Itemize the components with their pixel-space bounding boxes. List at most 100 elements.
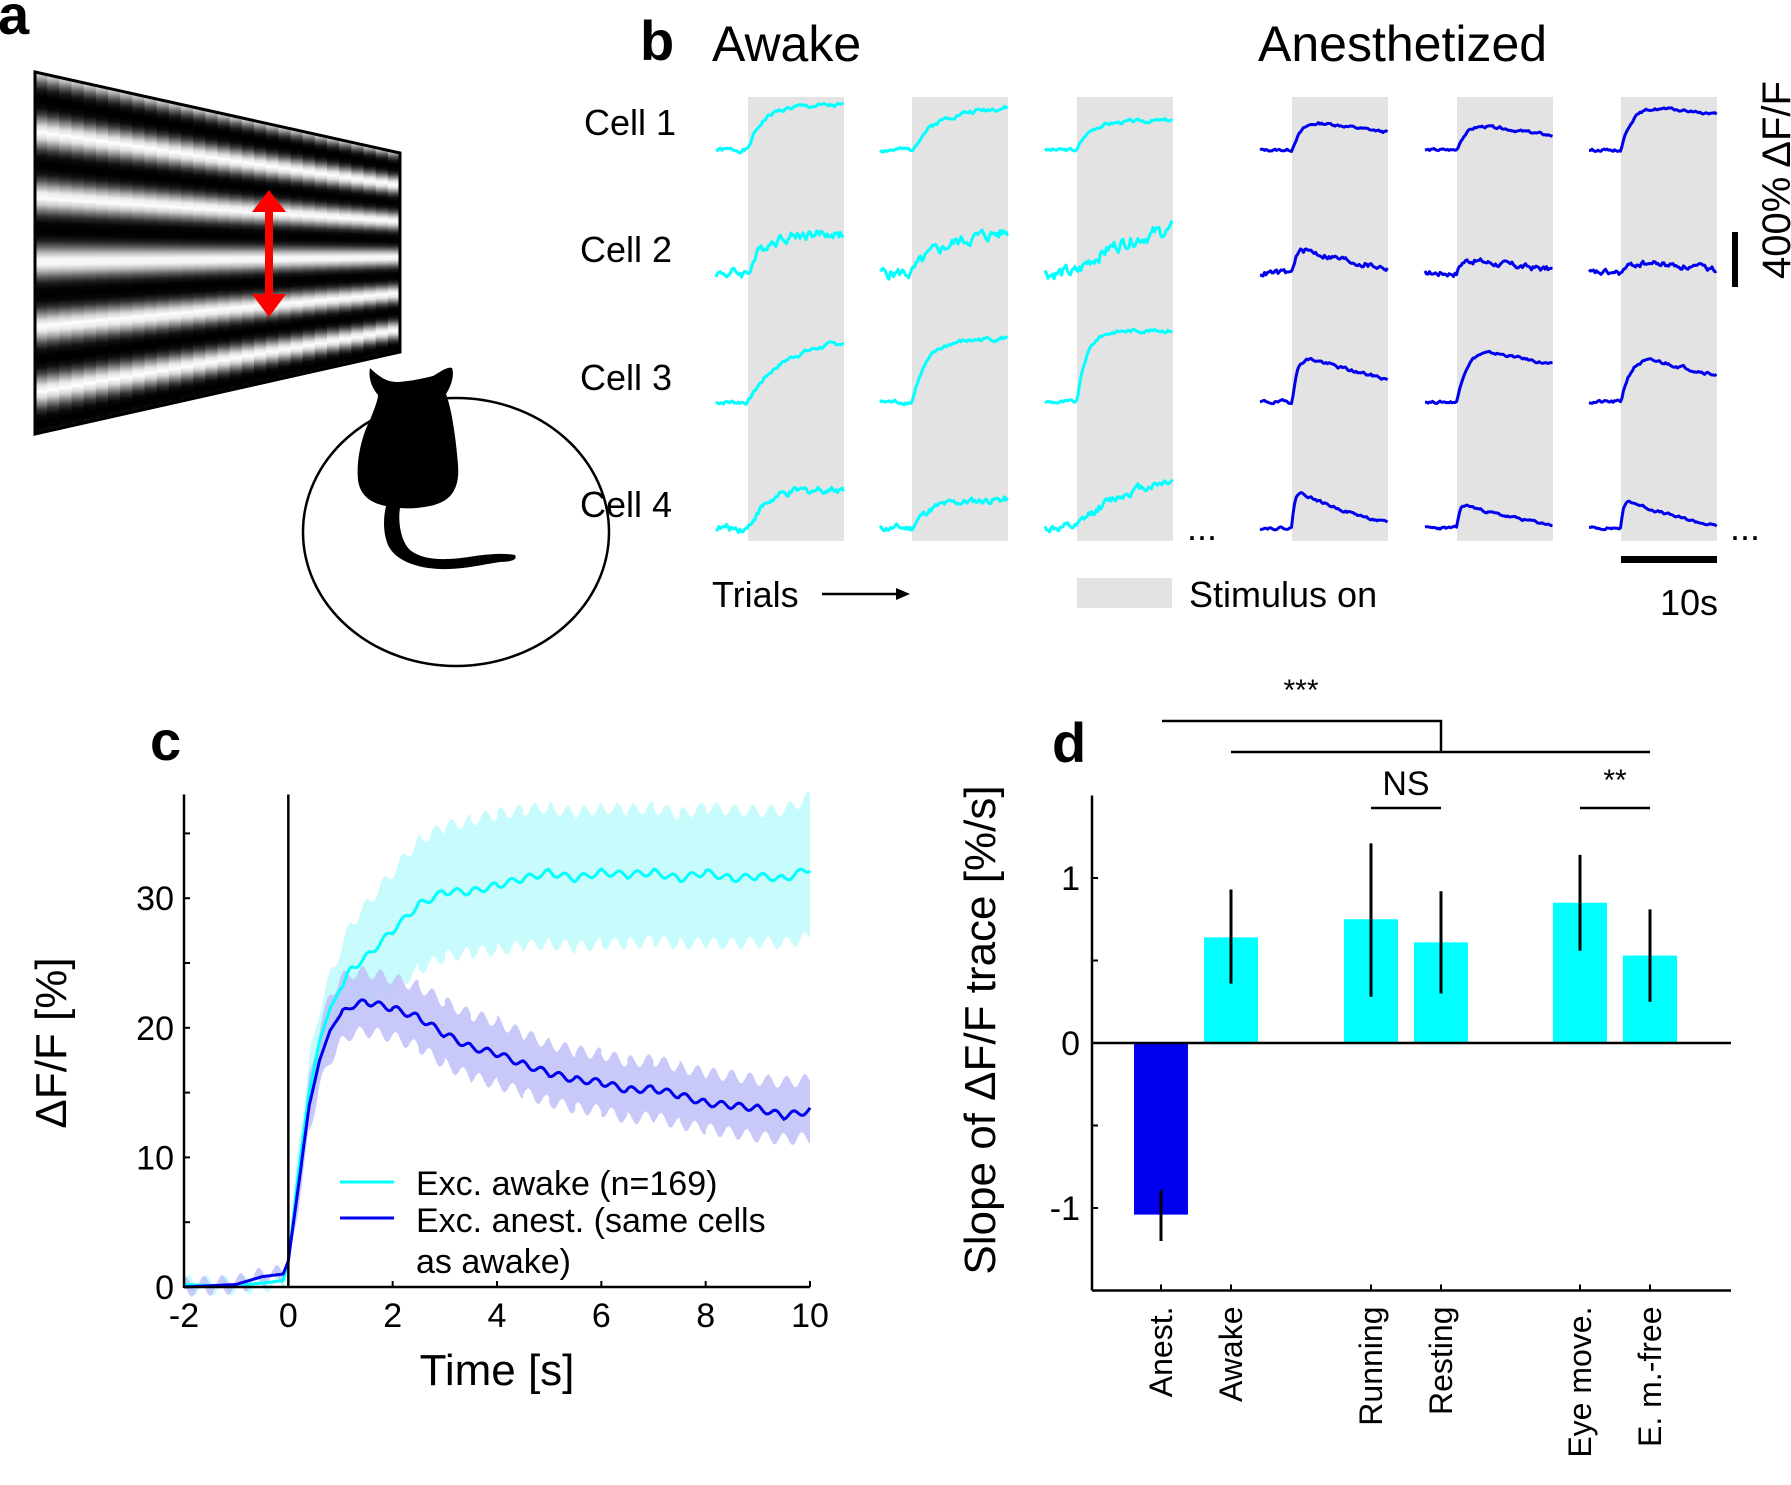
- ellipsis-awake: ...: [1187, 507, 1217, 548]
- trace-anest: [1588, 106, 1718, 153]
- trace-anest: [1424, 124, 1554, 152]
- x-tick-label: Eye move.: [1562, 1307, 1598, 1458]
- amplitude-scale-bar: [1732, 232, 1738, 287]
- significance-label: ***: [1283, 674, 1318, 707]
- trace-awake: [1043, 117, 1173, 153]
- significance-label: **: [1603, 764, 1627, 797]
- legend-label: Exc. awake (n=169): [416, 1165, 717, 1203]
- significance-annotations: *** NS **: [1162, 674, 1650, 810]
- stimulus-legend-label: Stimulus on: [1189, 574, 1377, 615]
- motion-direction-arrow-icon: [252, 190, 286, 317]
- trace-anest: [1589, 499, 1718, 532]
- stimulus-period: [1292, 97, 1388, 541]
- panel-a: a: [0, 0, 611, 668]
- trace-awake: [878, 495, 1009, 533]
- mouse-silhouette-icon: [357, 367, 516, 570]
- x-tick-label: 6: [592, 1297, 611, 1335]
- trace-anest: [1259, 121, 1389, 153]
- y-axis-label-c: ΔF/F [%]: [27, 957, 76, 1128]
- heading-awake: Awake: [712, 16, 861, 72]
- cell-label: Cell 1: [584, 102, 676, 143]
- trace-awake: [714, 340, 845, 406]
- x-axis-label-c: Time [s]: [420, 1346, 575, 1395]
- x-tick-label: 2: [383, 1297, 402, 1335]
- stimulus-legend-swatch: [1077, 578, 1172, 608]
- panel-d: d -1 0 1 Anest. Awake Running Resting Eye move.…: [956, 674, 1731, 1458]
- treadmill-ball-icon: [301, 396, 611, 668]
- y-tick-label: 0: [155, 1269, 174, 1307]
- legend-label: as awake): [416, 1243, 571, 1281]
- legend-label: Exc. anest. (same cells: [416, 1202, 766, 1240]
- trace-anest: [1425, 349, 1553, 405]
- trace-anest: [1259, 247, 1389, 278]
- trace-anest: [1423, 257, 1553, 278]
- y-axis-label-d: Slope of ΔF/F trace [%/s]: [956, 785, 1005, 1274]
- trace-anest: [1588, 357, 1718, 405]
- cell-label: Cell 4: [580, 484, 672, 525]
- x-tick-label: 0: [279, 1297, 298, 1335]
- y-tick-label: 0: [1061, 1025, 1080, 1063]
- cell-label: Cell 3: [580, 357, 672, 398]
- panel-label-a: a: [0, 0, 30, 46]
- trials-arrow-icon: [822, 588, 910, 600]
- stimulus-period: [912, 97, 1008, 541]
- trace-awake: [1044, 327, 1173, 405]
- time-scale-label: 10s: [1660, 582, 1718, 623]
- significance-bracket-upper: [1162, 719, 1443, 752]
- trace-awake: [1043, 220, 1174, 281]
- x-tick-label: Resting: [1423, 1307, 1459, 1416]
- axes-d: -1 0 1 Anest. Awake Running Resting Eye move. E.…: [1050, 795, 1731, 1458]
- trace-awake: [1043, 478, 1174, 534]
- panel-b: b Awake Anesthetized Cell 1 Cell 2 Cell …: [580, 9, 1791, 623]
- trace-awake: [878, 335, 1009, 407]
- bar: [1134, 1043, 1188, 1215]
- y-tick-label: 30: [136, 880, 174, 918]
- x-tick-label: E. m.-free: [1632, 1307, 1668, 1447]
- ellipsis-anest: ...: [1730, 507, 1760, 548]
- y-tick-label: -1: [1050, 1190, 1080, 1228]
- x-tick-label: 8: [696, 1297, 715, 1335]
- trace-awake: [879, 228, 1009, 281]
- cell-label: Cell 2: [580, 229, 672, 270]
- amplitude-scale-label: 400% ΔF/F: [1755, 81, 1791, 279]
- trace-anest: [1259, 356, 1389, 406]
- significance-label: NS: [1382, 765, 1429, 803]
- trials-label: Trials: [712, 574, 799, 615]
- calcium-traces: [714, 101, 1718, 534]
- sem-band-anest: [184, 966, 810, 1297]
- trace-awake: [879, 104, 1009, 154]
- x-tick-label: Running: [1353, 1307, 1389, 1426]
- x-tick-label: -2: [169, 1297, 199, 1335]
- panel-label-c: c: [150, 709, 181, 772]
- stimulus-period: [1457, 97, 1553, 541]
- trace-awake: [715, 485, 845, 534]
- trace-awake: [715, 101, 845, 155]
- trace-anest: [1424, 503, 1553, 531]
- stimulus-period: [1621, 97, 1717, 541]
- x-tick-label: Awake: [1213, 1307, 1249, 1402]
- x-tick-label: 10: [791, 1297, 829, 1335]
- panel-label-b: b: [640, 9, 674, 72]
- drifting-grating-screen-icon: [33, 70, 402, 436]
- legend-c: Exc. awake (n=169) Exc. anest. (same cel…: [340, 1165, 766, 1281]
- stimulus-period: [1077, 97, 1173, 541]
- trace-anest: [1588, 259, 1717, 276]
- stimulus-period: [748, 97, 844, 541]
- trace-awake: [714, 229, 845, 279]
- heading-anesthetized: Anesthetized: [1258, 16, 1547, 72]
- time-scale-bar: [1621, 556, 1717, 563]
- y-tick-label: 10: [136, 1139, 174, 1177]
- sem-band-awake: [184, 791, 810, 1297]
- panel-label-d: d: [1052, 711, 1086, 774]
- y-tick-label: 20: [136, 1010, 174, 1048]
- stimulus-periods: [748, 97, 1717, 541]
- x-tick-label: 4: [488, 1297, 507, 1335]
- y-tick-label: 1: [1061, 860, 1080, 898]
- trace-anest: [1259, 491, 1389, 532]
- sem-bands: [184, 791, 810, 1297]
- bars: [1134, 843, 1677, 1241]
- x-tick-label: Anest.: [1143, 1307, 1179, 1398]
